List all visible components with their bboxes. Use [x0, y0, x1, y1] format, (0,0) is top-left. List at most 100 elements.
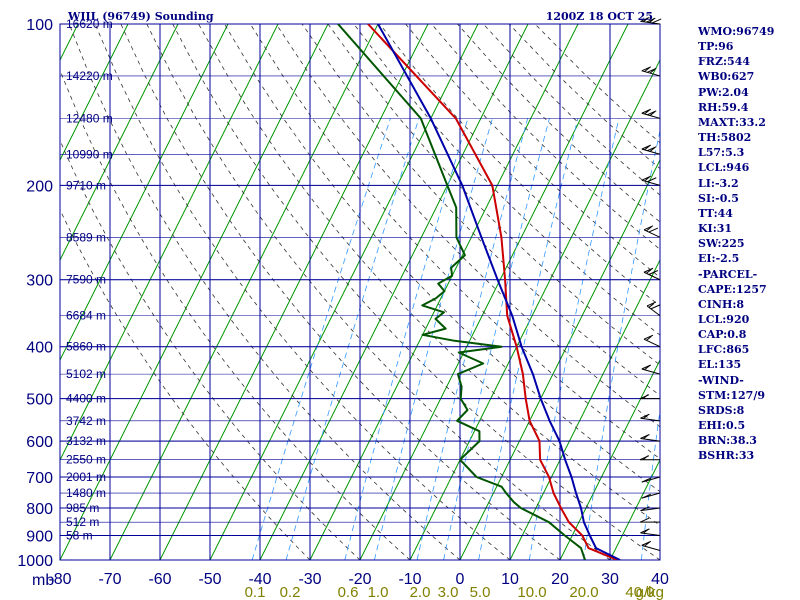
isotherm-line — [609, 458, 660, 560]
stat-item: CAP:0.8 — [698, 328, 747, 342]
wind-barb — [641, 144, 661, 155]
height-label: 10990 m — [66, 147, 113, 161]
wind-barb-staff — [641, 368, 661, 375]
dewpoint-trace — [337, 24, 586, 560]
pressure-tick-label: 700 — [26, 470, 53, 487]
pressure-tick-label: 200 — [26, 178, 53, 195]
observation-time: 1200Z 18 OCT 25 — [546, 10, 653, 23]
mixing-ratio-line — [285, 118, 420, 560]
stat-item: PW:2.04 — [698, 85, 749, 99]
temperature-tick-label: -30 — [298, 571, 321, 588]
wind-barb-flag — [649, 147, 656, 152]
stat-item: -WIND- — [698, 373, 744, 387]
wind-barb-flag — [646, 268, 652, 274]
stat-item: LI:-3.2 — [698, 176, 739, 190]
wind-barb-flag — [643, 434, 649, 440]
pressure-tick-label: 900 — [26, 528, 53, 545]
height-label: 3742 m — [66, 414, 106, 428]
wind-barb-staff — [640, 507, 661, 512]
mixing-ratio-line — [344, 118, 469, 560]
sounding-traces — [337, 24, 621, 560]
wind-barb-flag — [650, 304, 661, 310]
height-label: 4400 m — [66, 392, 106, 406]
mixing-ratio-line — [641, 407, 660, 560]
temperature-tick-label: 0 — [456, 571, 465, 588]
stat-item: STM:127/9 — [698, 388, 765, 402]
wind-barb-flag — [647, 177, 657, 183]
mixing-ratio-line — [251, 118, 391, 560]
isotherm-line — [109, 24, 379, 560]
temperature-tick-label: 20 — [551, 571, 569, 588]
mixing-ratio-line — [528, 118, 620, 560]
temperature-tick-label: -70 — [98, 571, 121, 588]
stat-item: EL:135 — [698, 358, 742, 372]
isotherm-line — [60, 24, 329, 560]
stat-item: RH:59.4 — [698, 100, 749, 114]
pressure-tick-label: 1000 — [17, 553, 53, 570]
dry-adiabat-line — [68, 24, 461, 560]
isotherm-line — [409, 58, 660, 560]
station-title: WIIL (96749) Sounding — [67, 10, 214, 23]
mixing-ratio-label: 5.0 — [470, 584, 491, 600]
wind-barb — [640, 16, 662, 25]
mixing-ratio-label: 2.0 — [410, 584, 431, 600]
stat-item: WB0:627 — [698, 70, 755, 84]
mixing-ratio-label: 0.1 — [245, 584, 266, 600]
stat-item: EHI:0.5 — [698, 419, 746, 433]
temperature-trace — [367, 24, 618, 560]
wind-barb-flag — [643, 17, 649, 23]
mixing-ratio-label: 10.0 — [517, 584, 546, 600]
stat-item: KI:31 — [698, 222, 733, 236]
temperature-tick-label: 30 — [601, 571, 619, 588]
height-label: 12480 m — [66, 111, 113, 125]
height-label: 9710 m — [66, 178, 106, 192]
wind-barb-flag — [646, 301, 657, 307]
wind-barb — [641, 476, 661, 483]
mixing-ratio-label: 0.6 — [338, 584, 359, 600]
stat-item: SRDS:8 — [698, 403, 745, 417]
wind-barb-flag — [644, 541, 650, 547]
stat-item: MAXT:33.2 — [698, 115, 766, 129]
wind-barb-flag — [642, 455, 649, 461]
height-label: 58 m — [66, 528, 93, 542]
temperature-tick-label: 40 — [651, 571, 669, 588]
temperature-tick-label: -20 — [348, 571, 371, 588]
height-label: 6684 m — [66, 309, 106, 323]
isotherm-line — [459, 158, 660, 560]
wind-barb-flag — [644, 176, 650, 182]
wind-barb — [641, 108, 661, 119]
pressure-temperature-grid — [59, 23, 661, 561]
wind-barb — [643, 225, 661, 238]
mixing-ratio-line — [416, 118, 529, 560]
wind-barb-flag — [644, 365, 650, 371]
stat-item: BSHR:33 — [698, 449, 755, 463]
pressure-tick-label: 300 — [26, 273, 53, 290]
pressure-tick-label: 100 — [26, 17, 53, 34]
wind-barb-flag — [646, 335, 652, 341]
height-label: 985 m — [66, 501, 99, 515]
mixing-ratio-line — [374, 118, 493, 560]
wind-barb-flag — [644, 145, 650, 151]
wind-barb — [640, 434, 661, 442]
stat-item: LCL:920 — [698, 312, 750, 326]
height-label: 2550 m — [66, 453, 106, 467]
wind-barb-flag — [648, 227, 659, 233]
wind-barb — [639, 455, 660, 461]
wind-barb-flag — [639, 517, 650, 523]
isotherm-line — [559, 358, 660, 560]
wind-barb-flag — [640, 506, 650, 512]
isotherm-line — [509, 258, 660, 560]
isotherm-line — [60, 24, 229, 362]
wind-barb — [641, 175, 661, 186]
height-label: 2001 m — [66, 470, 106, 484]
stat-item: CINH:8 — [698, 297, 745, 311]
stat-item: -PARCEL- — [698, 267, 758, 281]
wind-barb — [640, 413, 661, 422]
background-lines — [60, 24, 660, 560]
stat-item: L57:5.3 — [698, 146, 745, 160]
stat-item: CAPE:1257 — [698, 282, 767, 296]
wind-barb-flag — [651, 18, 662, 24]
stat-item: SI:-0.5 — [698, 191, 739, 205]
wind-barb-flag — [643, 414, 649, 420]
wind-barb-staff — [643, 338, 661, 348]
